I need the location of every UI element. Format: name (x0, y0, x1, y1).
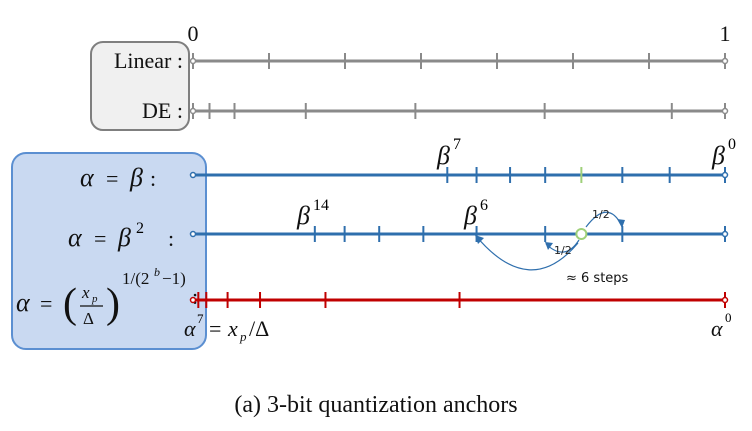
svg-text:(: ( (63, 281, 77, 327)
endpoint-alpha-beta-0 (189, 171, 197, 179)
svg-text:β: β (296, 201, 310, 230)
svg-text:β: β (129, 163, 143, 192)
svg-text:/Δ: /Δ (249, 316, 269, 341)
endpoint-alpha-xp-1 (721, 296, 729, 304)
label-alpha-beta: α = β : (80, 163, 156, 192)
endpoint-alpha-beta-1 (721, 171, 729, 179)
endpoint-de-0 (189, 107, 197, 115)
svg-text:x: x (81, 283, 90, 302)
label-de: DE : (142, 98, 183, 123)
svg-text:Δ: Δ (83, 309, 94, 328)
alpha-0-label: α 0 (711, 310, 732, 341)
svg-text:β: β (463, 201, 477, 230)
label-alpha-beta-squared: α = β 2 : (68, 220, 174, 252)
svg-text:7: 7 (453, 136, 461, 153)
svg-text:2: 2 (136, 220, 144, 237)
svg-text:−1): −1) (162, 269, 186, 288)
annotation-beta-0-row3: β 0 (711, 136, 736, 170)
svg-text::: : (192, 284, 198, 309)
svg-text:α: α (711, 316, 723, 341)
label-alpha-xp-delta: α = ( x p Δ ) 1/(2 b −1) : (16, 265, 198, 328)
alpha-7-label: α 7 = x p /Δ (184, 311, 269, 344)
svg-text:=: = (106, 166, 118, 191)
svg-text:p: p (91, 293, 98, 305)
svg-text:=: = (209, 316, 221, 341)
half-label-right: 1/2 (592, 208, 610, 221)
svg-text:14: 14 (313, 197, 329, 214)
svg-text:β: β (436, 141, 450, 170)
svg-text:β: β (711, 141, 725, 170)
annotation-beta-6: β 6 (463, 197, 488, 230)
svg-text:α: α (80, 163, 95, 192)
endpoint-linear-1 (721, 57, 729, 65)
svg-text:=: = (40, 291, 52, 316)
svg-text:b: b (154, 265, 160, 279)
linear-end-label: 1 (720, 21, 731, 46)
svg-text:7: 7 (197, 311, 204, 326)
steps-label: ≈ 6 steps (566, 271, 629, 286)
svg-text:α: α (16, 288, 31, 317)
endpoint-alpha-beta2-1 (721, 230, 729, 238)
svg-text:α: α (184, 316, 196, 341)
caption: (a) 3-bit quantization anchors (234, 392, 517, 418)
endpoint-linear-0 (189, 57, 197, 65)
svg-text:6: 6 (480, 197, 488, 214)
svg-text:=: = (94, 226, 106, 251)
endpoint-alpha-xp-0 (189, 296, 197, 304)
svg-text:p: p (239, 329, 247, 344)
svg-text:1/(2: 1/(2 (122, 269, 149, 288)
arrow-heads (475, 219, 625, 250)
svg-text:0: 0 (728, 136, 736, 153)
svg-text:β: β (117, 223, 131, 252)
endpoint-de-1 (721, 107, 729, 115)
blue-label-box (11, 152, 207, 350)
half-label-left: 1/2 (554, 244, 572, 257)
svg-text::: : (150, 166, 156, 191)
svg-text:α: α (68, 223, 83, 252)
gray-label-box (90, 41, 190, 131)
label-linear: Linear : (114, 48, 183, 73)
annotation-beta-7: β 7 (436, 136, 461, 170)
svg-text::: : (168, 226, 174, 251)
svg-text:x: x (227, 316, 238, 341)
svg-text:0: 0 (725, 310, 732, 325)
endpoint-alpha-beta2-0 (189, 230, 197, 238)
svg-text:): ) (106, 281, 120, 327)
linear-start-label: 0 (188, 21, 199, 46)
midpoint-marker (575, 228, 588, 240)
annotation-beta-14: β 14 (296, 197, 329, 230)
